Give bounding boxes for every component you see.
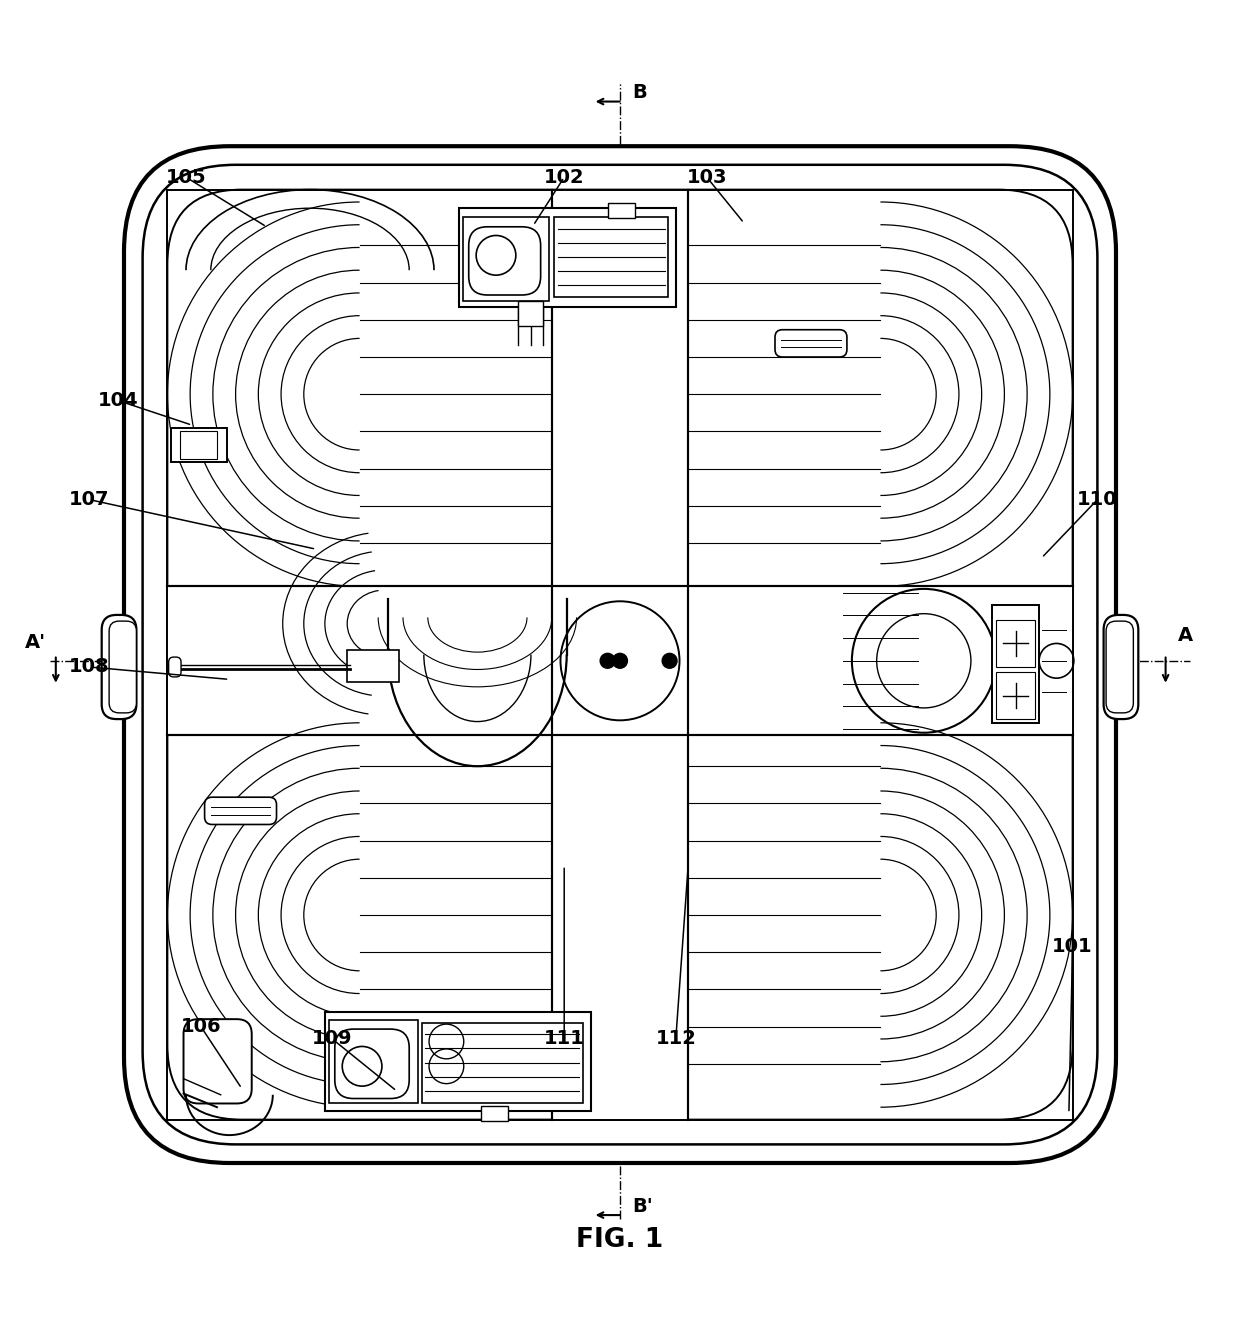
Text: 105: 105 bbox=[166, 168, 206, 187]
Bar bbox=[325, 1011, 591, 1111]
Bar bbox=[608, 203, 635, 219]
Bar bbox=[167, 587, 1073, 735]
Text: 102: 102 bbox=[544, 168, 584, 187]
Text: 101: 101 bbox=[1053, 936, 1092, 955]
Bar bbox=[996, 672, 1035, 719]
Bar bbox=[518, 301, 543, 325]
Text: 112: 112 bbox=[656, 1030, 696, 1049]
FancyBboxPatch shape bbox=[143, 165, 1097, 1145]
Text: 103: 103 bbox=[687, 168, 727, 187]
Text: A': A' bbox=[25, 632, 46, 652]
FancyBboxPatch shape bbox=[335, 1029, 409, 1098]
FancyBboxPatch shape bbox=[102, 615, 136, 719]
Bar bbox=[329, 1021, 418, 1103]
Bar bbox=[463, 217, 549, 301]
Circle shape bbox=[613, 654, 627, 668]
Circle shape bbox=[600, 654, 615, 668]
Circle shape bbox=[662, 654, 677, 668]
Text: A: A bbox=[1178, 627, 1193, 646]
Text: 110: 110 bbox=[1078, 490, 1117, 510]
Bar bbox=[996, 620, 1035, 667]
FancyBboxPatch shape bbox=[1104, 615, 1138, 719]
Text: 106: 106 bbox=[181, 1017, 221, 1037]
FancyBboxPatch shape bbox=[205, 798, 277, 824]
Bar bbox=[422, 1023, 583, 1103]
Text: 111: 111 bbox=[544, 1030, 584, 1049]
Text: 109: 109 bbox=[312, 1030, 352, 1049]
Text: 104: 104 bbox=[98, 391, 138, 410]
Text: B': B' bbox=[632, 1197, 653, 1215]
Bar bbox=[180, 431, 217, 459]
FancyBboxPatch shape bbox=[775, 329, 847, 358]
FancyBboxPatch shape bbox=[469, 227, 541, 295]
Bar bbox=[171, 428, 227, 463]
FancyBboxPatch shape bbox=[124, 147, 1116, 1163]
Text: FIG. 1: FIG. 1 bbox=[577, 1227, 663, 1253]
Text: 107: 107 bbox=[69, 490, 109, 510]
Bar bbox=[992, 606, 1039, 723]
Bar bbox=[347, 650, 399, 682]
FancyBboxPatch shape bbox=[169, 658, 181, 676]
FancyBboxPatch shape bbox=[109, 622, 136, 712]
Text: B: B bbox=[632, 84, 647, 103]
FancyBboxPatch shape bbox=[1106, 622, 1133, 712]
FancyBboxPatch shape bbox=[184, 1019, 252, 1103]
Bar bbox=[459, 208, 676, 307]
Bar bbox=[481, 1106, 508, 1121]
Text: 108: 108 bbox=[69, 658, 109, 676]
Bar bbox=[552, 189, 688, 1119]
Bar bbox=[554, 217, 668, 297]
